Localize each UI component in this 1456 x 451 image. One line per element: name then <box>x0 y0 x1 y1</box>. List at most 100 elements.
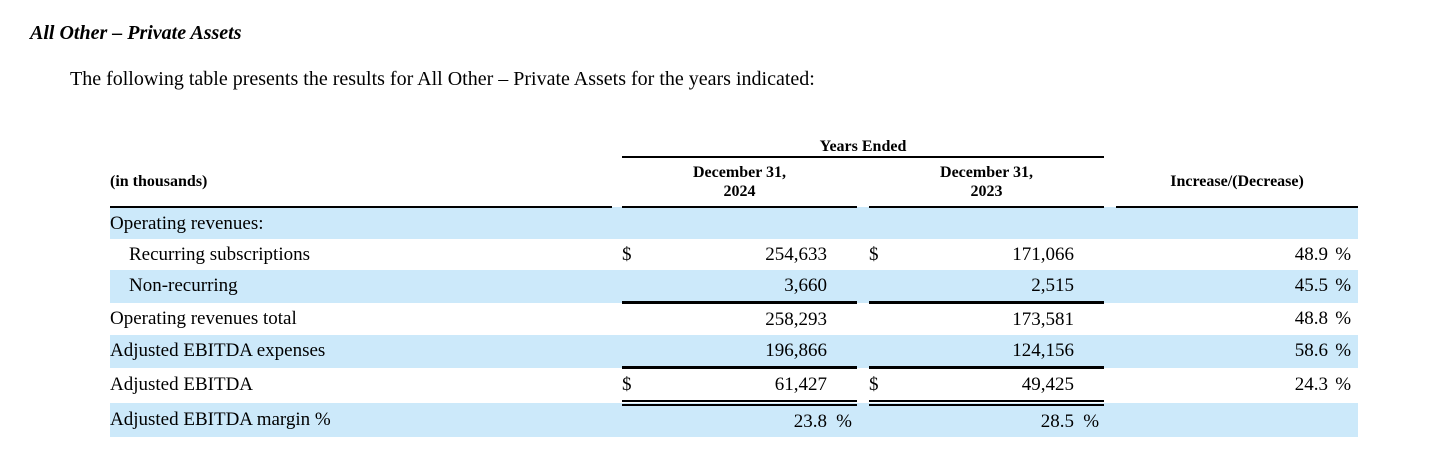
currency-cell-2023 <box>869 303 895 336</box>
row-label: Adjusted EBITDA <box>110 374 254 396</box>
currency-cell-2024 <box>622 207 648 239</box>
spacer-cell <box>612 157 622 207</box>
row-label: Recurring subscriptions <box>129 243 311 265</box>
column-header-2024-line1: December 31, <box>693 164 786 181</box>
currency-cell-2024: $ <box>622 367 648 406</box>
spacer-cell <box>1116 130 1358 157</box>
change-value: 24.3 <box>1294 374 1329 396</box>
section-title: All Other – Private Assets <box>30 22 242 44</box>
spacer-cell <box>857 270 869 303</box>
spacer-cell <box>612 335 622 368</box>
value-cell-2023 <box>895 207 1105 239</box>
spacer-cell <box>857 335 869 368</box>
currency-cell-2023 <box>869 335 895 369</box>
value-2023: 28.5 <box>1040 410 1075 432</box>
in-thousands-label: (in thousands) <box>110 157 612 208</box>
change-unit: % <box>1335 275 1352 297</box>
value-cell-2024 <box>648 207 857 239</box>
spacer-cell <box>1104 157 1116 207</box>
change-value: 48.8 <box>1294 307 1329 329</box>
value-2024: 3,660 <box>784 274 827 296</box>
change-unit: % <box>1335 307 1352 329</box>
change-value: 45.5 <box>1294 275 1329 297</box>
change-cell: 58.6% <box>1116 335 1359 368</box>
value-cell-2023: 49,425 <box>895 367 1105 406</box>
value-2023: 173,581 <box>1012 308 1075 330</box>
column-header-row: (in thousands) December 31, 2024 Decembe… <box>110 157 1359 208</box>
table-row-adjusted-ebitda-margin: Adjusted EBITDA margin % 23.8% 28.5% <box>110 403 1359 437</box>
column-header-2023-line1: December 31, <box>940 164 1034 181</box>
spacer-cell <box>612 130 622 157</box>
currency-cell-2024 <box>622 403 648 437</box>
spacer-cell <box>1104 207 1117 239</box>
spacer-cell <box>612 207 622 239</box>
change-value: 48.9 <box>1294 243 1329 265</box>
change-cell <box>1116 403 1359 437</box>
row-label: Adjusted EBITDA margin % <box>110 403 612 437</box>
increase-decrease-header: Increase/(Decrease) <box>1116 157 1359 208</box>
spacer-cell <box>612 270 622 303</box>
value-cell-2023: 171,066 <box>895 239 1104 270</box>
value-2024: 23.8 <box>793 410 827 432</box>
change-cell: 45.5% <box>1116 270 1359 303</box>
table-row-adjusted-ebitda-expenses: Adjusted EBITDA expenses 196,866 124,156… <box>110 335 1359 369</box>
value-cell-2024: 3,660 <box>648 270 857 304</box>
change-cell <box>1116 207 1359 239</box>
currency-cell-2023: $ <box>869 243 879 265</box>
change-unit: % <box>1335 374 1352 396</box>
change-value: 58.6 <box>1294 340 1329 362</box>
value-2024: 254,633 <box>765 243 827 265</box>
value-2023: 171,066 <box>1012 243 1075 265</box>
spacer-cell <box>857 403 869 437</box>
value-2024: 196,866 <box>765 339 827 361</box>
spacer-cell <box>612 368 622 404</box>
row-label: Non-recurring <box>110 270 612 303</box>
spacer-cell <box>612 403 622 437</box>
spacer-cell <box>1104 239 1116 270</box>
currency-cell-2023 <box>869 207 895 239</box>
value-2023: 49,425 <box>1021 373 1075 395</box>
table-row-non-recurring: Non-recurring 3,660 2,515 45.5% <box>110 270 1359 304</box>
spacer-cell <box>612 239 622 270</box>
unit-2023: % <box>1083 410 1100 432</box>
change-unit: % <box>1335 340 1352 362</box>
value-2024: 258,293 <box>765 308 827 330</box>
spacer-cell <box>1104 335 1117 368</box>
change-cell: 48.9% <box>1116 239 1358 270</box>
value-cell-2024: 196,866 <box>648 335 857 369</box>
spacer-cell <box>1104 270 1117 303</box>
spacer-cell <box>1104 368 1116 404</box>
table-row-operating-revenues-total: Operating revenues total 258,293 173,581… <box>110 303 1358 336</box>
currency-cell-2023 <box>869 403 895 437</box>
table-row-operating-revenues: Operating revenues: <box>110 207 1359 239</box>
years-ended-header-row: Years Ended <box>110 130 1358 158</box>
spacer-cell <box>857 303 869 336</box>
change-cell: 48.8% <box>1116 303 1358 336</box>
spacer-cell <box>857 239 869 270</box>
spacer-cell <box>1104 303 1116 336</box>
row-label: Operating revenues: <box>110 207 612 239</box>
column-header-2023: December 31, 2023 <box>869 157 1105 208</box>
currency-cell-2023: $ <box>869 367 895 406</box>
column-header-2023-line2: 2023 <box>970 183 1003 200</box>
spacer-cell <box>857 157 869 207</box>
spacer-cell <box>857 368 869 404</box>
value-cell-2023: 2,515 <box>895 270 1105 304</box>
value-cell-2023: 28.5% <box>895 403 1105 437</box>
spacer-cell <box>612 303 622 336</box>
intro-paragraph: The following table presents the results… <box>70 68 815 90</box>
spacer-cell <box>110 130 612 157</box>
value-2024: 61,427 <box>774 373 827 395</box>
currency-cell-2024 <box>622 335 648 369</box>
column-header-2024-line2: 2024 <box>723 183 756 200</box>
change-cell: 24.3% <box>1116 368 1358 404</box>
unit-2024: % <box>836 410 852 432</box>
value-cell-2023: 173,581 <box>895 303 1104 336</box>
value-cell-2024: 258,293 <box>648 303 857 336</box>
row-label: Adjusted EBITDA expenses <box>110 335 612 368</box>
currency-cell-2023 <box>869 270 895 304</box>
value-cell-2024: 254,633 <box>648 239 857 270</box>
financial-results-table: Years Ended (in thousands) December 31, … <box>110 130 1359 437</box>
row-label: Operating revenues total <box>110 307 297 329</box>
